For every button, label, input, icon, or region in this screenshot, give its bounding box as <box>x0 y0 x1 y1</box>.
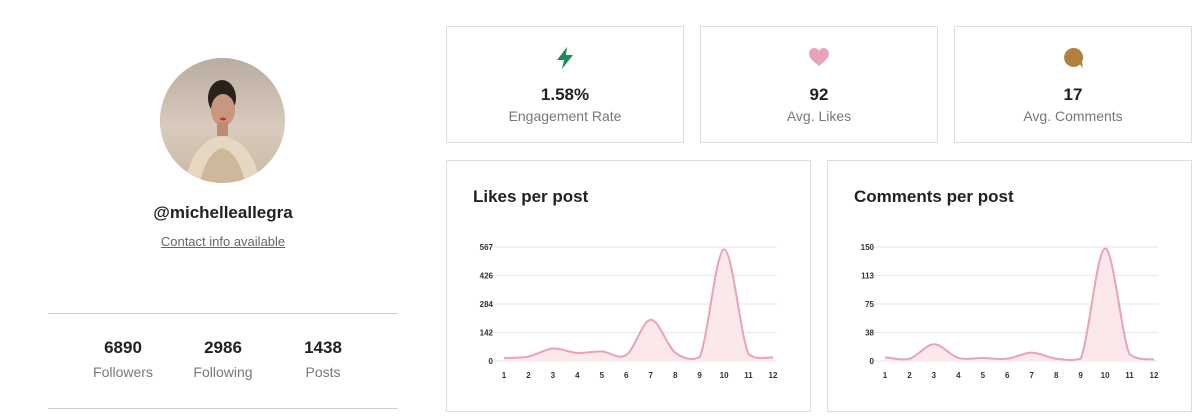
x-tick-label: 9 <box>697 371 702 380</box>
likes-chart-card: Likes per post 0 142 284 426 567 1 2 3 4 5 6 7 8 9 10 1… <box>446 160 811 412</box>
y-tick-label: 150 <box>861 243 875 252</box>
x-tick-label: 8 <box>673 371 678 380</box>
avatar-image <box>160 58 285 183</box>
x-tick-label: 1 <box>502 371 507 380</box>
metric-card-likes: 92 Avg. Likes <box>700 26 938 143</box>
divider-bottom <box>48 408 398 409</box>
x-tick-label: 7 <box>649 371 654 380</box>
series-line <box>884 247 1155 361</box>
x-tick-label: 5 <box>600 371 605 380</box>
x-tick-label: 10 <box>720 371 729 380</box>
comment-icon <box>955 47 1191 69</box>
x-tick-label: 8 <box>1054 371 1059 380</box>
username: @michelleallegra <box>153 203 293 222</box>
series-line <box>503 248 774 360</box>
x-tick-label: 6 <box>624 371 629 380</box>
x-tick-label: 12 <box>1150 371 1159 380</box>
x-tick-label: 4 <box>575 371 580 380</box>
avg-comments-label: Avg. Comments <box>1023 108 1123 124</box>
y-tick-label: 284 <box>480 300 494 309</box>
y-tick-label: 142 <box>480 329 494 338</box>
y-tick-label: 38 <box>865 329 874 338</box>
contact-info-link[interactable]: Contact info available <box>160 234 286 249</box>
x-tick-label: 5 <box>981 371 986 380</box>
metric-card-comments: 17 Avg. Comments <box>954 26 1192 143</box>
x-tick-label: 11 <box>744 371 753 380</box>
avg-likes-value: 92 <box>809 85 829 104</box>
y-tick-label: 113 <box>861 272 874 281</box>
stat-following: 2986 Following <box>173 338 273 380</box>
x-tick-label: 6 <box>1005 371 1010 380</box>
engagement-rate-label: Engagement Rate <box>508 108 622 124</box>
y-tick-label: 75 <box>865 300 874 309</box>
series-area <box>504 249 773 361</box>
stat-followers: 6890 Followers <box>73 338 173 380</box>
x-tick-label: 9 <box>1078 371 1083 380</box>
x-tick-label: 10 <box>1101 371 1110 380</box>
divider-top <box>48 313 398 314</box>
following-count: 2986 <box>204 338 242 357</box>
metric-card-engagement: 1.58% Engagement Rate <box>446 26 684 143</box>
stat-posts: 1438 Posts <box>273 338 373 380</box>
heart-icon <box>701 47 937 69</box>
y-tick-label: 426 <box>480 272 494 281</box>
avg-likes-label: Avg. Likes <box>786 108 852 124</box>
x-tick-label: 3 <box>551 371 556 380</box>
followers-label: Followers <box>93 364 153 380</box>
y-tick-label: 0 <box>870 357 875 366</box>
profile-panel: @michelleallegra Contact info available … <box>48 0 398 419</box>
x-tick-label: 7 <box>1030 371 1035 380</box>
posts-count: 1438 <box>304 338 342 357</box>
y-tick-label: 567 <box>480 243 494 252</box>
x-tick-label: 1 <box>883 371 888 380</box>
followers-count: 6890 <box>104 338 142 357</box>
x-tick-label: 2 <box>526 371 531 380</box>
following-label: Following <box>193 364 253 380</box>
x-tick-label: 2 <box>907 371 912 380</box>
lightning-icon <box>447 47 683 69</box>
series-area <box>885 248 1154 361</box>
likes-chart-title: Likes per post <box>473 187 589 206</box>
posts-label: Posts <box>305 364 341 380</box>
avg-comments-value: 17 <box>1063 85 1083 104</box>
x-tick-label: 4 <box>956 371 961 380</box>
avatar[interactable] <box>160 58 285 183</box>
engagement-rate-value: 1.58% <box>540 85 590 104</box>
comments-chart-card: Comments per post 0 38 75 113 150 1 2 3 4 5 6 7 8 9 10… <box>827 160 1192 412</box>
comments-chart-title: Comments per post <box>854 187 1014 206</box>
x-tick-label: 3 <box>932 371 937 380</box>
y-tick-label: 0 <box>489 357 494 366</box>
x-tick-label: 12 <box>769 371 778 380</box>
x-tick-label: 11 <box>1125 371 1134 380</box>
contact-info: Contact info available <box>48 234 398 249</box>
